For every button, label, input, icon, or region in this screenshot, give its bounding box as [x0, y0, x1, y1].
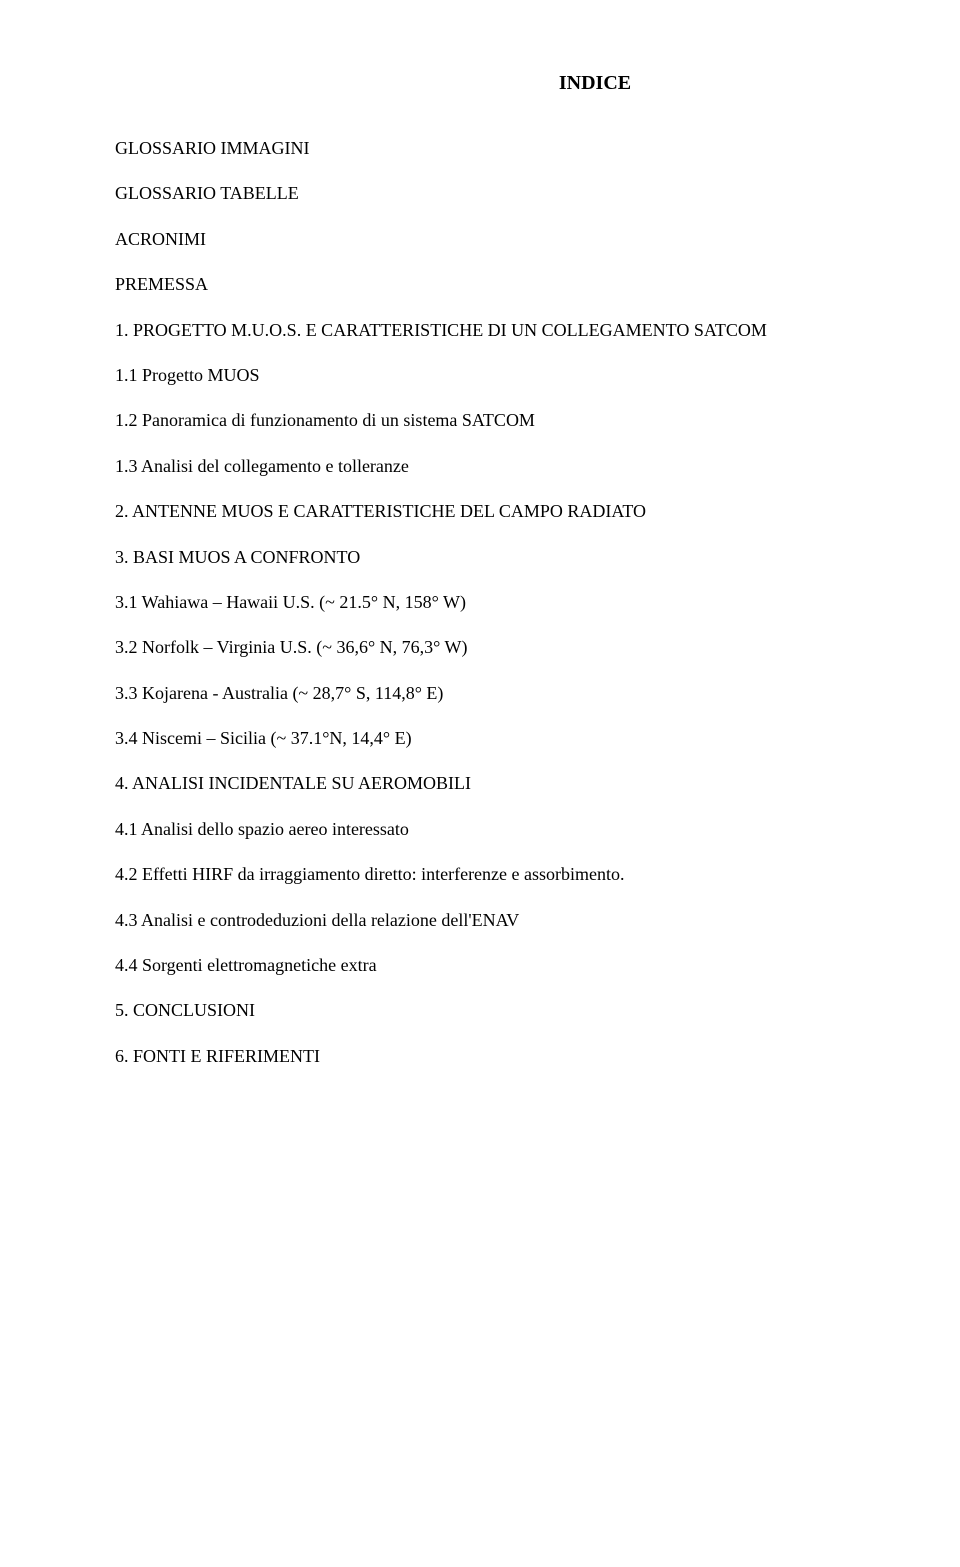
page: { "title": "INDICE", "page_number": "2",… — [115, 72, 960, 1527]
toc-entry: 4.2 Effetti HIRF da irraggiamento dirett… — [115, 863, 960, 886]
toc-entry-label: 1.1 Progetto MUOS — [115, 364, 260, 387]
toc-entry-label: 3.2 Norfolk – Virginia U.S. (~ 36,6° N, … — [115, 636, 468, 659]
toc-entry-label: ACRONIMI — [115, 228, 206, 251]
toc-entry: 4.4 Sorgenti elettromagnetiche extra30 — [115, 954, 960, 977]
toc-entry: ACRONIMI4 — [115, 228, 960, 251]
toc-list: GLOSSARIO IMMAGINI3 GLOSSARIO TABELLE3 ACR… — [115, 137, 960, 1068]
toc-entry-label: 3.4 Niscemi – Sicilia (~ 37.1°N, 14,4° E… — [115, 727, 412, 750]
toc-entry-label: 1.3 Analisi del collegamento e tolleranz… — [115, 455, 409, 478]
toc-entry: 1.3 Analisi del collegamento e tolleranz… — [115, 455, 960, 478]
toc-entry-label: 2. ANTENNE MUOS E CARATTERISTICHE DEL CA… — [115, 500, 646, 523]
page-title: INDICE — [115, 72, 960, 95]
toc-entry-label: GLOSSARIO TABELLE — [115, 182, 299, 205]
toc-entry: 4.1 Analisi dello spazio aereo interessa… — [115, 818, 960, 841]
toc-entry: 1. PROGETTO M.U.O.S. E CARATTERISTICHE D… — [115, 319, 960, 342]
toc-entry: 3. BASI MUOS A CONFRONTO15 — [115, 546, 960, 569]
toc-entry: 3.4 Niscemi – Sicilia (~ 37.1°N, 14,4° E… — [115, 727, 960, 750]
toc-entry: 3.3 Kojarena - Australia (~ 28,7° S, 114… — [115, 682, 960, 705]
toc-entry-label: 4.4 Sorgenti elettromagnetiche extra — [115, 954, 377, 977]
toc-entry-label: PREMESSA — [115, 273, 208, 296]
toc-entry: 1.1 Progetto MUOS5 — [115, 364, 960, 387]
toc-entry: 4. ANALISI INCIDENTALE SU AEROMOBILI25 — [115, 772, 960, 795]
toc-entry-label: 1.2 Panoramica di funzionamento di un si… — [115, 409, 535, 432]
toc-entry-label: 4.3 Analisi e controdeduzioni della rela… — [115, 909, 519, 932]
toc-entry: 6. FONTI E RIFERIMENTI34 — [115, 1045, 960, 1068]
toc-entry-label: 4.1 Analisi dello spazio aereo interessa… — [115, 818, 409, 841]
toc-entry-label: 4. ANALISI INCIDENTALE SU AEROMOBILI — [115, 772, 471, 795]
toc-entry: GLOSSARIO TABELLE3 — [115, 182, 960, 205]
toc-entry: 3.2 Norfolk – Virginia U.S. (~ 36,6° N, … — [115, 636, 960, 659]
toc-entry-label: 4.2 Effetti HIRF da irraggiamento dirett… — [115, 863, 625, 886]
toc-entry: GLOSSARIO IMMAGINI3 — [115, 137, 960, 160]
toc-entry: 5. CONCLUSIONI33 — [115, 999, 960, 1022]
toc-entry-label: 6. FONTI E RIFERIMENTI — [115, 1045, 320, 1068]
toc-entry-label: 3. BASI MUOS A CONFRONTO — [115, 546, 360, 569]
toc-entry-label: 1. PROGETTO M.U.O.S. E CARATTERISTICHE D… — [115, 319, 767, 342]
toc-entry-label: 5. CONCLUSIONI — [115, 999, 255, 1022]
toc-entry-label: 3.3 Kojarena - Australia (~ 28,7° S, 114… — [115, 682, 443, 705]
toc-entry: PREMESSA5 — [115, 273, 960, 296]
toc-entry: 3.1 Wahiawa – Hawaii U.S. (~ 21.5° N, 15… — [115, 591, 960, 614]
toc-entry-label: GLOSSARIO IMMAGINI — [115, 137, 310, 160]
toc-entry: 4.3 Analisi e controdeduzioni della rela… — [115, 909, 960, 932]
toc-entry: 1.2 Panoramica di funzionamento di un si… — [115, 409, 960, 432]
toc-entry-label: 3.1 Wahiawa – Hawaii U.S. (~ 21.5° N, 15… — [115, 591, 466, 614]
toc-entry: 2. ANTENNE MUOS E CARATTERISTICHE DEL CA… — [115, 500, 960, 523]
